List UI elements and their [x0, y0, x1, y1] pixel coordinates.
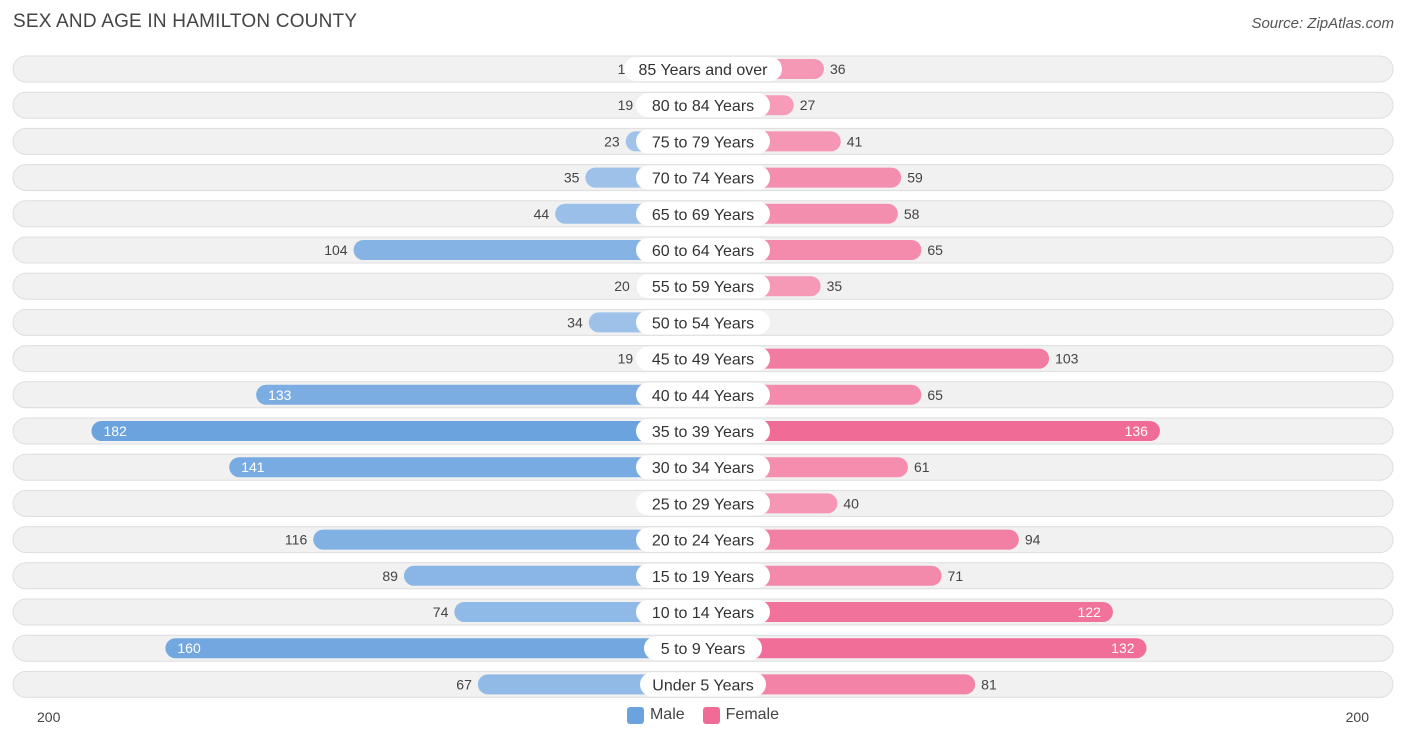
value-label-male: 141	[241, 459, 265, 475]
axis-right-label: 200	[1345, 709, 1369, 725]
bar-female	[703, 529, 1019, 550]
category-label: 5 to 9 Years	[661, 641, 746, 658]
category-pill	[644, 636, 762, 661]
value-label-female: 132	[1111, 640, 1135, 656]
value-label-male: 20	[614, 278, 630, 294]
category-label: 25 to 29 Years	[652, 496, 754, 513]
value-label-female: 65	[927, 242, 943, 258]
value-label-female: 81	[981, 676, 997, 692]
category-pill	[640, 672, 766, 697]
value-label-male: 104	[324, 242, 348, 258]
value-label-female: 27	[800, 97, 816, 113]
value-label-female: 40	[843, 495, 859, 511]
category-pill	[636, 93, 770, 118]
value-label-female: 136	[1125, 423, 1149, 439]
value-label-male: 19	[618, 97, 634, 113]
axis-left-label: 200	[37, 709, 61, 725]
value-label-male: 182	[103, 423, 127, 439]
bar-male	[403, 565, 703, 586]
value-label-female: 41	[847, 133, 863, 149]
category-label: 10 to 14 Years	[652, 605, 754, 622]
category-pill	[636, 455, 770, 480]
value-label-male: 74	[433, 604, 449, 620]
category-pill	[636, 382, 770, 407]
category-pill	[636, 238, 770, 262]
category-pill	[636, 527, 770, 552]
category-label: 50 to 54 Years	[652, 315, 754, 332]
legend-label-female: Female	[725, 706, 780, 723]
bar-male	[313, 529, 703, 550]
category-pill	[636, 491, 770, 516]
category-label: 40 to 44 Years	[652, 388, 754, 405]
category-label: 30 to 34 Years	[652, 460, 754, 477]
value-label-female: 103	[1055, 351, 1079, 367]
value-label-male: 23	[604, 133, 620, 149]
category-label: 35 to 39 Years	[652, 424, 754, 441]
value-label-male: 35	[564, 170, 580, 186]
category-pill	[624, 57, 782, 81]
value-label-male: 116	[285, 532, 308, 548]
bar-female	[703, 348, 1050, 369]
value-label-female: 61	[914, 459, 930, 475]
value-label-male: 89	[382, 568, 398, 584]
category-label: 55 to 59 Years	[652, 279, 754, 296]
value-label-male: 34	[567, 314, 583, 330]
value-label-female: 65	[927, 387, 943, 403]
category-label: 15 to 19 Years	[652, 569, 754, 586]
category-label: 85 Years and over	[639, 62, 769, 79]
value-label-female: 122	[1078, 604, 1102, 620]
bar-male	[353, 240, 703, 260]
bar-male	[91, 421, 704, 441]
value-label-female: 59	[907, 170, 923, 186]
value-label-male: 160	[177, 640, 201, 656]
category-label: 70 to 74 Years	[652, 171, 754, 188]
category-pill	[636, 563, 770, 588]
category-pill	[636, 201, 770, 226]
category-label: 20 to 24 Years	[652, 533, 754, 550]
category-pill	[636, 165, 770, 190]
bar-female	[703, 638, 1147, 659]
value-label-female: 58	[904, 206, 920, 222]
value-label-female: 94	[1025, 532, 1041, 548]
value-label-male: 133	[268, 387, 292, 403]
bar-male	[165, 638, 703, 659]
category-pill	[636, 274, 770, 299]
value-label-male: 19	[618, 351, 634, 367]
category-pill	[636, 419, 770, 443]
legend-swatch-female	[702, 706, 720, 724]
legend-swatch-male	[626, 706, 644, 724]
source-credit: Source: ZipAtlas.com	[1251, 15, 1394, 32]
legend-item-male[interactable]: Male	[626, 706, 685, 724]
bar-male	[229, 457, 704, 478]
category-pill	[636, 310, 770, 335]
category-label: 45 to 49 Years	[652, 352, 754, 369]
legend-label-male: Male	[649, 706, 685, 723]
legend: Male Female	[0, 706, 1406, 724]
bar-female	[703, 674, 976, 695]
value-label-female: 36	[830, 61, 846, 77]
bar-male	[256, 384, 703, 405]
category-label: 80 to 84 Years	[652, 98, 754, 115]
value-label-male: 44	[534, 206, 550, 222]
category-pill	[636, 600, 770, 624]
category-pill	[636, 129, 770, 154]
category-pill	[636, 346, 770, 371]
bar-female	[703, 602, 1113, 622]
category-label: Under 5 Years	[652, 677, 753, 694]
value-label-male: 67	[456, 676, 472, 692]
category-label: 65 to 69 Years	[652, 207, 754, 224]
legend-item-female[interactable]: Female	[702, 706, 780, 724]
category-label: 75 to 79 Years	[652, 134, 754, 151]
bar-female	[703, 421, 1160, 441]
category-label: 60 to 64 Years	[652, 243, 754, 260]
value-label-female: 71	[948, 568, 964, 584]
chart-title: SEX AND AGE IN HAMILTON COUNTY	[13, 11, 358, 32]
value-label-female: 35	[827, 278, 843, 294]
